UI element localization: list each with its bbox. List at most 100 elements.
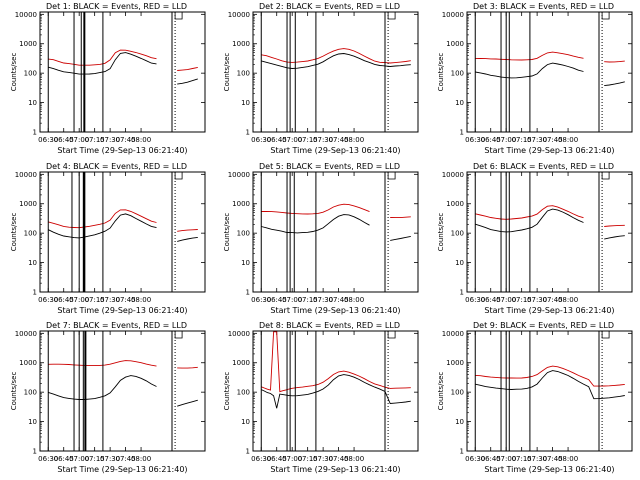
plot-frame bbox=[39, 330, 206, 452]
x-tick-label: 07:45 bbox=[329, 455, 349, 463]
y-tick-label: 100 bbox=[451, 70, 464, 78]
lld-series-line bbox=[261, 331, 411, 393]
y-tick-label: 100 bbox=[451, 389, 464, 397]
y-tick-label: 1 bbox=[246, 448, 250, 456]
x-tick-label: 06:45 bbox=[481, 296, 501, 304]
x-tick-label: 07:45 bbox=[543, 136, 563, 144]
x-tick-label: 06:30 bbox=[38, 136, 58, 144]
x-tick-label: 07:15 bbox=[512, 455, 532, 463]
x-tick-label: 07:15 bbox=[85, 136, 105, 144]
y-tick-label: 1000 bbox=[446, 359, 464, 367]
y-tick-label: 10000 bbox=[442, 171, 464, 179]
x-tick-label: 07:45 bbox=[329, 136, 349, 144]
y-tick-label: 10000 bbox=[228, 171, 250, 179]
x-tick-label: 06:45 bbox=[54, 455, 74, 463]
y-tick-label: 10 bbox=[455, 418, 464, 426]
y-tick-label: 1 bbox=[246, 289, 250, 297]
plot-frame bbox=[39, 11, 206, 133]
plot-frame bbox=[252, 171, 419, 293]
y-tick-label: 1000 bbox=[446, 40, 464, 48]
x-tick-label: 07:30 bbox=[100, 136, 120, 144]
x-tick-label: 07:00 bbox=[69, 136, 89, 144]
x-tick-label: 06:30 bbox=[465, 455, 485, 463]
y-tick-label: 1000 bbox=[446, 200, 464, 208]
y-tick-label: 1000 bbox=[232, 359, 250, 367]
y-tick-label: 10 bbox=[241, 259, 250, 267]
y-axis-label: Counts/sec bbox=[437, 53, 445, 92]
y-axis-label: Counts/sec bbox=[223, 213, 231, 252]
x-tick-label: 07:30 bbox=[527, 455, 547, 463]
x-tick-label: 06:30 bbox=[251, 136, 271, 144]
y-tick-label: 10000 bbox=[442, 330, 464, 338]
x-tick-label: 07:15 bbox=[85, 296, 105, 304]
x-tick-label: 07:00 bbox=[69, 296, 89, 304]
lld-series-line bbox=[475, 205, 625, 227]
x-tick-label: 07:15 bbox=[298, 455, 318, 463]
detector-panel-8: Det 8: BLACK = Events, RED = LLD Counts/s… bbox=[223, 321, 419, 474]
x-tick-label: 06:30 bbox=[38, 455, 58, 463]
lld-series-line bbox=[48, 209, 198, 232]
x-tick-label: 06:30 bbox=[465, 296, 485, 304]
panel-title: Det 6: BLACK = Events, RED = LLD bbox=[473, 162, 614, 171]
x-tick-label: 07:30 bbox=[313, 136, 333, 144]
x-axis-label: Start Time (29-Sep-13 06:21:40) bbox=[270, 465, 400, 474]
events-series-line bbox=[475, 62, 625, 87]
plot-frame bbox=[252, 330, 419, 452]
x-tick-label: 07:00 bbox=[496, 455, 516, 463]
plot-frame bbox=[39, 171, 206, 293]
panel-title: Det 3: BLACK = Events, RED = LLD bbox=[473, 2, 614, 11]
x-tick-label: 07:30 bbox=[527, 136, 547, 144]
plot-frame bbox=[466, 171, 633, 293]
y-axis-label: Counts/sec bbox=[10, 213, 18, 252]
lld-series-line bbox=[48, 49, 198, 71]
x-axis-label: Start Time (29-Sep-13 06:21:40) bbox=[270, 146, 400, 155]
detector-panel-3: Det 3: BLACK = Events, RED = LLD Counts/s… bbox=[437, 2, 633, 155]
y-tick-label: 1 bbox=[460, 129, 464, 137]
x-tick-label: 07:15 bbox=[85, 455, 105, 463]
lld-series-line bbox=[261, 203, 411, 219]
lld-series-line bbox=[261, 48, 411, 64]
interval-bracket bbox=[387, 331, 396, 339]
detector-panel-7: Det 7: BLACK = Events, RED = LLD Counts/s… bbox=[10, 321, 206, 474]
events-series-line bbox=[261, 214, 411, 241]
y-tick-label: 10000 bbox=[442, 11, 464, 19]
x-tick-label: 07:00 bbox=[69, 455, 89, 463]
y-axis-label: Counts/sec bbox=[10, 53, 18, 92]
y-tick-label: 10 bbox=[28, 259, 37, 267]
y-tick-label: 10000 bbox=[15, 171, 37, 179]
x-tick-label: 07:45 bbox=[116, 296, 136, 304]
interval-bracket bbox=[387, 12, 396, 20]
y-tick-label: 10 bbox=[241, 99, 250, 107]
x-tick-label: 07:30 bbox=[527, 296, 547, 304]
y-tick-label: 100 bbox=[237, 230, 250, 238]
x-tick-label: 07:00 bbox=[282, 136, 302, 144]
y-tick-label: 1000 bbox=[19, 359, 37, 367]
x-tick-label: 07:15 bbox=[298, 296, 318, 304]
x-tick-label: 08:00 bbox=[344, 296, 364, 304]
interval-bracket bbox=[601, 172, 610, 180]
y-tick-label: 1 bbox=[33, 448, 37, 456]
y-tick-label: 1000 bbox=[232, 40, 250, 48]
x-tick-label: 08:00 bbox=[131, 455, 151, 463]
x-tick-label: 06:30 bbox=[251, 455, 271, 463]
y-axis-label: Counts/sec bbox=[437, 213, 445, 252]
x-tick-label: 07:15 bbox=[512, 296, 532, 304]
x-tick-label: 07:00 bbox=[496, 296, 516, 304]
x-tick-label: 08:00 bbox=[131, 136, 151, 144]
y-tick-label: 100 bbox=[24, 389, 37, 397]
x-tick-label: 06:30 bbox=[38, 296, 58, 304]
x-tick-label: 08:00 bbox=[558, 455, 578, 463]
panel-title: Det 8: BLACK = Events, RED = LLD bbox=[259, 321, 400, 330]
y-tick-label: 10000 bbox=[15, 330, 37, 338]
y-tick-label: 10 bbox=[241, 418, 250, 426]
interval-bracket bbox=[601, 331, 610, 339]
x-axis-label: Start Time (29-Sep-13 06:21:40) bbox=[57, 306, 187, 315]
interval-bracket bbox=[174, 331, 183, 339]
x-tick-label: 06:30 bbox=[251, 296, 271, 304]
y-tick-label: 10000 bbox=[228, 330, 250, 338]
x-axis-label: Start Time (29-Sep-13 06:21:40) bbox=[484, 465, 614, 474]
detector-panel-9: Det 9: BLACK = Events, RED = LLD Counts/s… bbox=[437, 321, 633, 474]
x-tick-label: 06:45 bbox=[54, 136, 74, 144]
x-tick-label: 08:00 bbox=[558, 296, 578, 304]
